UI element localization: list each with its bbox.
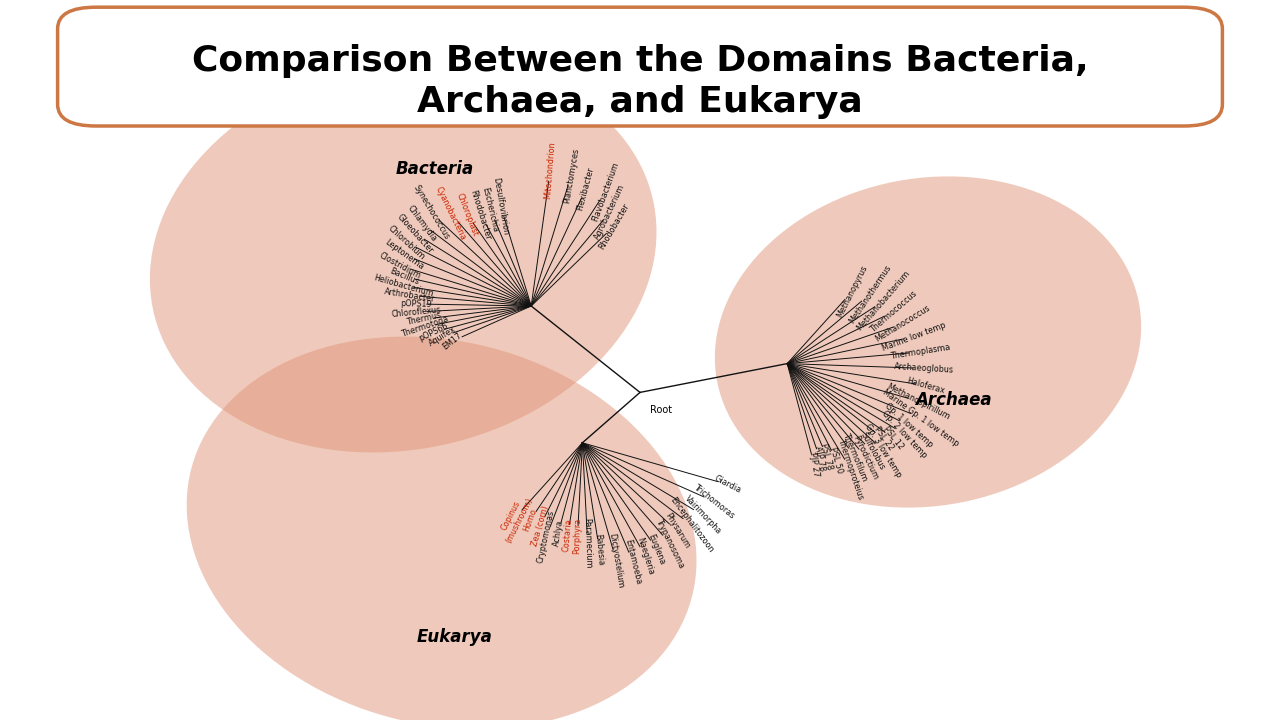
- Text: Methanospirillum: Methanospirillum: [886, 382, 952, 421]
- Text: Leptonema: Leptonema: [383, 238, 425, 271]
- Text: Methanothermus: Methanothermus: [847, 264, 892, 325]
- Text: PJP 27: PJP 27: [808, 451, 820, 477]
- Text: Rhodobacter: Rhodobacter: [468, 189, 493, 240]
- Text: Entamoeba: Entamoeba: [623, 539, 643, 585]
- Text: Chlorobium: Chlorobium: [385, 223, 426, 261]
- Text: Synechococcus: Synechococcus: [411, 184, 451, 242]
- Text: Chlamydia: Chlamydia: [406, 204, 439, 243]
- Text: Gp. 3 low temp: Gp. 3 low temp: [864, 422, 904, 479]
- Text: Babesia: Babesia: [594, 533, 605, 566]
- Text: Thermus: Thermus: [406, 311, 442, 328]
- Text: Bacteria: Bacteria: [396, 161, 475, 179]
- Ellipse shape: [187, 336, 696, 720]
- Text: Planctomyces: Planctomyces: [562, 147, 580, 204]
- Text: Trypanosoma: Trypanosoma: [654, 517, 686, 570]
- Text: pOPS19: pOPS19: [401, 299, 431, 309]
- Text: Root: Root: [650, 405, 672, 415]
- Text: Bacillus: Bacillus: [389, 267, 421, 287]
- Text: Marine low temp: Marine low temp: [881, 320, 947, 353]
- Text: Archaea, and Eukarya: Archaea, and Eukarya: [417, 85, 863, 120]
- Text: Paramecium: Paramecium: [582, 518, 593, 569]
- Text: Haloferax: Haloferax: [906, 376, 946, 395]
- Text: Vairimorpha: Vairimorpha: [682, 494, 723, 536]
- Text: Arthrobacter: Arthrobacter: [383, 287, 435, 304]
- Text: Zea (corn): Zea (corn): [530, 505, 550, 548]
- Text: Aquifex: Aquifex: [428, 325, 458, 348]
- Text: Methanobacterium: Methanobacterium: [855, 269, 913, 333]
- Text: Pyrodictium: Pyrodictium: [851, 433, 881, 481]
- Text: Porphyra: Porphyra: [572, 518, 582, 554]
- Text: Agrobacterium: Agrobacterium: [593, 183, 627, 241]
- Text: PSL 22: PSL 22: [872, 426, 895, 453]
- Text: Methanococcus: Methanococcus: [874, 304, 932, 344]
- Text: Rhodobacter: Rhodobacter: [598, 202, 631, 251]
- Text: Thermofilum: Thermofilum: [841, 431, 869, 482]
- Text: Flavobacterium: Flavobacterium: [590, 160, 621, 222]
- Text: Mitochondrion: Mitochondrion: [544, 142, 557, 199]
- Text: Encephalitozoon: Encephalitozoon: [668, 496, 716, 554]
- Text: Naegleria: Naegleria: [635, 536, 655, 576]
- Text: Clostridium: Clostridium: [378, 251, 422, 281]
- Text: Methanopyrus: Methanopyrus: [836, 264, 869, 319]
- Text: Desulfovibrion: Desulfovibrion: [492, 176, 509, 235]
- Text: Cryptomonas: Cryptomonas: [536, 510, 557, 564]
- Text: Achlya: Achlya: [552, 519, 564, 547]
- Text: Marine Gp. 1 low temp: Marine Gp. 1 low temp: [881, 387, 960, 448]
- Text: Gp. 1 low temp: Gp. 1 low temp: [883, 402, 934, 450]
- Text: Cyanobacteria: Cyanobacteria: [434, 185, 468, 242]
- Text: Giardia: Giardia: [713, 474, 742, 495]
- Text: Costaria: Costaria: [562, 518, 573, 552]
- Text: Thermoproteius: Thermoproteius: [836, 437, 865, 500]
- Text: Gloeobacter: Gloeobacter: [396, 212, 435, 255]
- Ellipse shape: [714, 176, 1142, 508]
- Text: Euglena: Euglena: [646, 532, 667, 566]
- FancyBboxPatch shape: [58, 7, 1222, 126]
- Text: Archaeoglobus: Archaeoglobus: [893, 362, 954, 374]
- Text: Escherichia: Escherichia: [481, 186, 500, 233]
- Text: EM17: EM17: [440, 330, 463, 351]
- Text: Thermotoga: Thermotoga: [401, 315, 451, 339]
- Text: PSL 12: PSL 12: [882, 425, 905, 451]
- Text: Eukarya: Eukarya: [416, 628, 493, 647]
- Text: Thermococcus: Thermococcus: [869, 289, 919, 334]
- Text: Sulfolobus: Sulfolobus: [859, 431, 886, 472]
- Text: pOPS66: pOPS66: [417, 321, 451, 343]
- Text: Homo: Homo: [522, 508, 539, 533]
- Text: Thermoplasma: Thermoplasma: [890, 343, 951, 361]
- Text: Comparison Between the Domains Bacteria,: Comparison Between the Domains Bacteria,: [192, 44, 1088, 78]
- Text: Gp. 2 low temp: Gp. 2 low temp: [881, 408, 929, 459]
- Text: Archaea: Archaea: [915, 390, 992, 409]
- Text: AJP 78: AJP 78: [813, 446, 827, 472]
- Text: Chloroplast: Chloroplast: [454, 192, 480, 238]
- Text: Copinus
(mushroom): Copinus (mushroom): [495, 491, 535, 544]
- Text: Flexibacter: Flexibacter: [576, 166, 596, 212]
- Text: Trichomoras: Trichomoras: [692, 482, 736, 520]
- Ellipse shape: [150, 59, 657, 452]
- Text: Heliobacterium: Heliobacterium: [372, 273, 434, 298]
- Text: Dictyostelium: Dictyostelium: [607, 532, 625, 588]
- Text: Physarum: Physarum: [663, 512, 691, 551]
- Text: PSL 50: PSL 50: [828, 446, 845, 474]
- Text: PSL 78: PSL 78: [819, 442, 835, 470]
- Text: Chloroflexus: Chloroflexus: [390, 305, 442, 319]
